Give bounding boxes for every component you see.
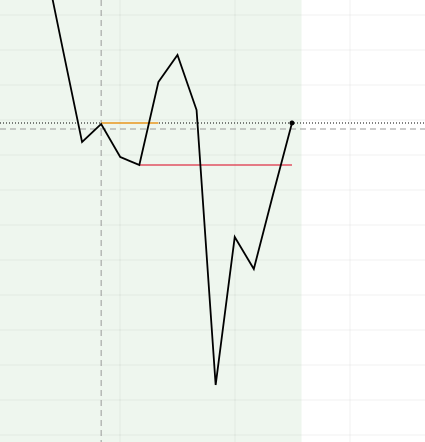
price-line bbox=[51, 0, 293, 386]
last-point bbox=[289, 120, 295, 126]
shaded-region bbox=[0, 0, 302, 442]
